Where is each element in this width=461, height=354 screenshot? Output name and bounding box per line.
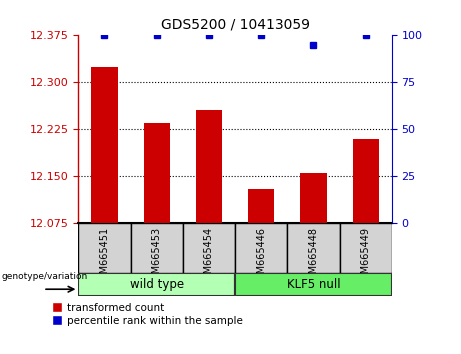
Bar — [91, 67, 118, 223]
Bar — [340, 223, 392, 273]
Bar — [287, 223, 340, 273]
Text: KLF5 null: KLF5 null — [287, 278, 340, 291]
Title: GDS5200 / 10413059: GDS5200 / 10413059 — [160, 17, 310, 32]
Bar — [78, 273, 235, 296]
Text: GSM665453: GSM665453 — [152, 227, 162, 286]
Bar — [196, 110, 222, 223]
Bar — [353, 138, 379, 223]
Bar — [144, 123, 170, 223]
Text: GSM665454: GSM665454 — [204, 227, 214, 286]
Legend: transformed count, percentile rank within the sample: transformed count, percentile rank withi… — [51, 303, 243, 326]
Text: GSM665449: GSM665449 — [361, 227, 371, 286]
Text: GSM665446: GSM665446 — [256, 227, 266, 286]
Bar — [78, 223, 130, 273]
Text: wild type: wild type — [130, 278, 184, 291]
Bar — [130, 223, 183, 273]
Bar — [248, 189, 274, 223]
Bar — [183, 223, 235, 273]
Text: genotype/variation: genotype/variation — [1, 272, 88, 281]
Text: GSM665451: GSM665451 — [100, 227, 110, 286]
Bar — [235, 223, 287, 273]
Text: GSM665448: GSM665448 — [308, 227, 319, 286]
Bar — [301, 173, 326, 223]
Bar — [235, 273, 392, 296]
